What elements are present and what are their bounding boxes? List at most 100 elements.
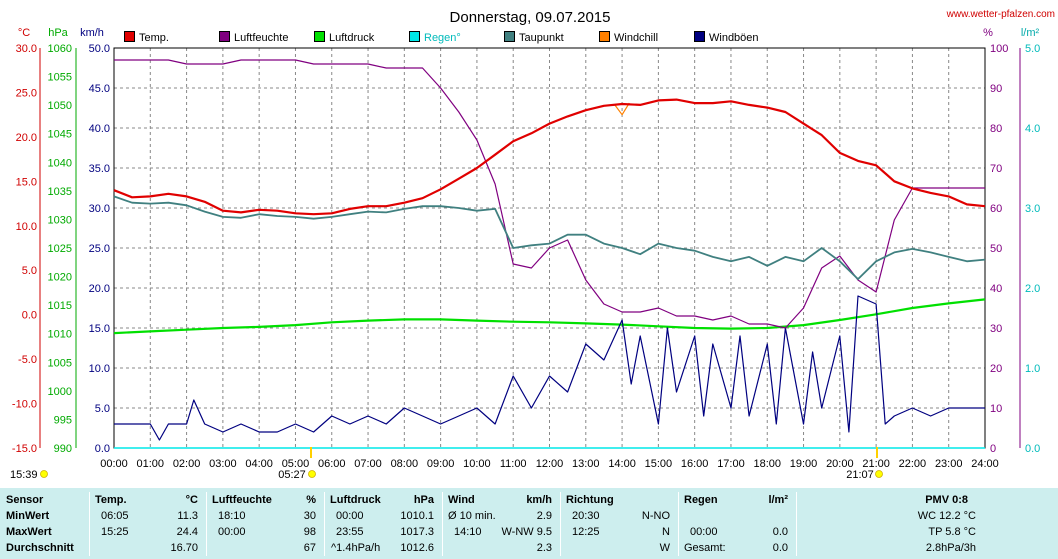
left-axes: 30.0 25.0 20.0 15.0 10.0 5.0 0.0 -5.0 -10.0 -15.0…: [12, 43, 110, 455]
wind-tick-label: 25.0: [89, 243, 110, 255]
legend-label: Regen°: [424, 32, 461, 44]
time-tick-label: 02:00: [173, 458, 201, 470]
column-divider: [560, 492, 561, 556]
avg-humidity: 67: [303, 542, 316, 554]
max-humidity: 98: [303, 526, 316, 538]
pressure-tick-label: 1050: [48, 100, 72, 112]
temp-tick-label: 5.0: [22, 265, 37, 277]
rain-tick-label: 1.0: [1025, 363, 1040, 375]
sunset-icon: [875, 470, 883, 478]
max-rain: 0.0: [772, 526, 788, 538]
column-divider: [206, 492, 207, 556]
min-rain: [740, 509, 788, 524]
time-tick-label: 11:00: [500, 458, 527, 470]
header-pressure-unit: hPa: [413, 494, 434, 506]
time-tick-label: 19:00: [790, 458, 818, 470]
time-tick-label: 16:00: [681, 458, 709, 470]
legend-item-temp[interactable]: Temp.: [124, 31, 169, 45]
wind-tick-label: 5.0: [95, 403, 110, 415]
data-series: [113, 59, 986, 449]
pressure-tick-label: 1025: [48, 243, 72, 255]
pressure-tick-label: 1020: [48, 272, 72, 284]
time-tick-label: 10:00: [463, 458, 491, 470]
wind-axis-unit: km/h: [80, 27, 104, 39]
pressure-tick-label: 1005: [48, 357, 72, 369]
max-pressure: 1017.3: [400, 526, 434, 538]
temp-tick-label: -15.0: [12, 443, 37, 455]
header-temp: Temp.: [95, 494, 127, 506]
time-tick-label: 23:00: [935, 458, 963, 470]
temp-swatch: [124, 31, 135, 42]
time-tick-label: 13:00: [572, 458, 600, 470]
pressure-tick-label: 990: [54, 443, 72, 455]
header-humidity-unit: %: [306, 494, 316, 506]
humidity-line: [114, 59, 985, 329]
humidity-tick-label: 60: [990, 203, 1002, 215]
min-wind: 2.9: [536, 510, 552, 522]
time-tick-label: 06:00: [318, 458, 346, 470]
legend-item-windchill[interactable]: Windchill: [599, 31, 658, 45]
windchill-line: [614, 102, 630, 116]
max-direction-time: 12:25: [572, 526, 600, 538]
time-tick-label: 20:00: [826, 458, 854, 470]
legend-item-gusts[interactable]: Windböen: [694, 31, 759, 45]
legend-item-dewpoint[interactable]: Taupunkt: [504, 31, 564, 45]
wind-tick-label: 45.0: [89, 83, 110, 95]
pressure-tick-label: 1060: [48, 43, 72, 55]
header-direction: Richtung: [566, 494, 614, 506]
max-wind: W-NW 9.5: [501, 526, 552, 538]
time-tick-label: 04:00: [245, 458, 273, 470]
wind-gusts-line: [114, 295, 985, 441]
max-direction: N: [662, 526, 670, 538]
avg-temp: 16.70: [170, 542, 198, 554]
header-sensor: Sensor: [6, 494, 44, 506]
legend-item-rain[interactable]: Regen°: [409, 31, 461, 45]
legend-item-pressure[interactable]: Luftdruck: [314, 31, 374, 45]
time-tick-label: 07:00: [354, 458, 382, 470]
time-tick-label: 00:00: [100, 458, 128, 470]
header-pressure: Luftdruck: [330, 494, 381, 506]
min-pressure-time: 00:00: [336, 510, 364, 522]
time-tick-label: 22:00: [899, 458, 927, 470]
time-tick-label: 17:00: [717, 458, 745, 470]
temp-tick-label: 25.0: [16, 87, 37, 99]
header-temp-unit: °C: [185, 494, 198, 506]
rain-tick-label: 2.0: [1025, 283, 1040, 295]
time-tick-label: 05:00: [282, 458, 310, 470]
max-pressure-time: 23:55: [336, 526, 364, 538]
column-divider: [442, 492, 443, 556]
pmv-line-1: WC 12.2 °C: [917, 510, 976, 522]
max-rain-time: 00:00: [690, 526, 718, 538]
statistics-table: Sensor Temp. °C Luftfeuchte % Luftdruck …: [0, 488, 1058, 559]
column-divider: [89, 492, 90, 556]
temp-tick-label: 20.0: [16, 132, 37, 144]
legend-item-humidity[interactable]: Luftfeuchte: [219, 31, 288, 45]
legend-label: Windchill: [614, 32, 659, 44]
chart-title: Donnerstag, 09.07.2015: [450, 9, 611, 26]
min-direction: N-NO: [641, 510, 670, 522]
site-url[interactable]: www.wetter-pfalzen.com: [946, 9, 1055, 20]
wind-tick-label: 10.0: [89, 363, 110, 375]
time-tick-label: 12:00: [536, 458, 564, 470]
weather-chart: Donnerstag, 09.07.2015 www.wetter-pfalze…: [10, 9, 1055, 481]
temp-tick-label: -10.0: [12, 399, 37, 411]
rain-swatch: [409, 31, 420, 42]
pressure-tick-label: 1030: [48, 214, 72, 226]
pressure-tick-label: 1055: [48, 72, 72, 84]
header-pmv: PMV 0:8: [925, 494, 968, 506]
max-temp: 24.4: [176, 526, 198, 538]
rain-tick-label: 4.0: [1025, 123, 1040, 135]
header-humidity: Luftfeuchte: [212, 494, 272, 506]
humidity-tick-label: 100: [990, 43, 1008, 55]
rain-axis-unit: l/m²: [1021, 27, 1040, 39]
wind-tick-label: 35.0: [89, 163, 110, 175]
time-tick-label: 24:00: [971, 458, 999, 470]
time-axis: 00:00 01:00 02:00 03:00 04:00 05:00 06:00 07:00…: [100, 458, 999, 470]
humidity-tick-label: 90: [990, 83, 1002, 95]
wind-tick-label: 50.0: [89, 43, 110, 55]
humidity-tick-label: 10: [990, 403, 1002, 415]
max-humidity-time: 00:00: [218, 526, 246, 538]
humidity-tick-label: 30: [990, 323, 1002, 335]
